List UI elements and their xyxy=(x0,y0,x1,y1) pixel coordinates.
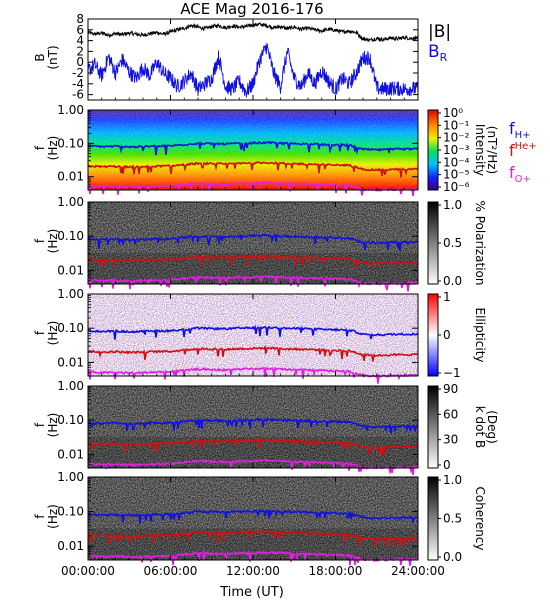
polarization-colorbar-label: % Polarization xyxy=(473,201,487,286)
b-field-legend-b: |B| xyxy=(428,22,451,42)
k-dot-b-colorbar-tick-label: 60 xyxy=(443,407,458,421)
k-dot-b-y-tick-label: 0.01 xyxy=(57,447,84,461)
intensity-colorbar-tick-label: 10⁻⁵ xyxy=(443,168,470,182)
ellipticity-colorbar xyxy=(427,293,439,377)
k-dot-b-fh-line xyxy=(87,417,419,434)
ellipticity-y-tick-label: 1.00 xyxy=(57,287,84,301)
polarization-fhe-line xyxy=(87,253,419,270)
ellipticity-colorbar-tick-label: 0 xyxy=(443,328,451,342)
coherency-ylabel: f xyxy=(33,514,47,519)
b-field-yunit: (nT) xyxy=(46,45,60,69)
x-tick-label: 06:00:00 xyxy=(144,564,198,578)
polarization-colorbar-tick-label: 0.0 xyxy=(443,274,462,288)
x-tick-label: 00:00:00 xyxy=(61,564,115,578)
k-dot-b-colorbar-label: k dot B xyxy=(473,406,487,448)
b-field-y-tick-label: 0 xyxy=(76,55,84,69)
b-field-y-tick-label: -2 xyxy=(72,66,84,80)
k-dot-b-colorbar-tick-label: 90 xyxy=(443,382,458,396)
b-field-y-tick-label: 8 xyxy=(76,12,84,26)
ellipticity-yunit: (Hz) xyxy=(46,321,60,346)
coherency-colorbar-tick-label: 0.0 xyxy=(443,550,462,564)
coherency-y-tick-label: 1.00 xyxy=(57,470,84,484)
polarization-y-tick-label: 0.10 xyxy=(57,229,84,243)
figure-title: ACE Mag 2016-176 xyxy=(180,0,323,18)
ellipticity-spectrogram xyxy=(88,294,418,376)
k-dot-b-y-tick-label: 0.10 xyxy=(57,413,84,427)
k-dot-b-y-tick-label: 1.00 xyxy=(57,379,84,393)
coherency-colorbar-label: Coherency xyxy=(473,486,487,550)
k-dot-b-colorbar xyxy=(427,385,439,469)
coherency-y-tick-label: 0.10 xyxy=(57,505,84,519)
intensity-y-tick-label: 1.00 xyxy=(57,103,84,117)
polarization-fh-line xyxy=(87,233,419,251)
coherency-colorbar-tick-label: 1.0 xyxy=(443,473,462,487)
ellipticity-fh-line xyxy=(87,324,419,340)
k-dot-b-fhe-line xyxy=(87,437,419,456)
k-dot-b-spectrogram xyxy=(88,386,418,468)
polarization-y-tick-label: 0.01 xyxy=(57,263,84,277)
intensity-y-tick-label: 0.01 xyxy=(57,170,84,184)
polarization-yunit: (Hz) xyxy=(46,229,60,254)
intensity-fh-line xyxy=(87,140,419,156)
x-axis-label: Time (UT) xyxy=(219,585,284,600)
intensity-yunit: (Hz) xyxy=(46,136,60,161)
ellipticity-colorbar-tick-label: 1 xyxy=(443,290,451,304)
coherency-spectrogram xyxy=(88,477,418,560)
intensity-colorbar-unit: (nT²/Hz) xyxy=(485,126,499,174)
intensity-legend-fhe: fHe+ xyxy=(509,141,537,160)
polarization-y-tick-label: 1.00 xyxy=(57,195,84,209)
ellipticity-y-tick-label: 0.10 xyxy=(57,321,84,335)
polarization-ylabel: f xyxy=(33,238,47,243)
b-field-ylabel: B xyxy=(33,53,47,61)
intensity-legend-fh: fH+ xyxy=(509,119,531,141)
ellipticity-y-tick-label: 0.01 xyxy=(57,355,84,369)
b-field-y-tick-label: 6 xyxy=(76,23,84,37)
b-field-b-r-line xyxy=(87,42,419,98)
coherency-yunit: (Hz) xyxy=(46,504,60,529)
b-field-legend-br: BR xyxy=(428,42,448,64)
intensity-colorbar-tick-label: 10⁻¹ xyxy=(443,118,470,132)
coherency-colorbar xyxy=(427,476,439,561)
x-tick-label: 12:00:00 xyxy=(226,564,280,578)
ellipticity-heat-texture-blue xyxy=(88,294,418,376)
k-dot-b-colorbar-tick-label: 30 xyxy=(443,433,458,447)
polarization-colorbar-tick-label: 1.0 xyxy=(443,198,462,212)
coherency-fh-line xyxy=(87,508,419,525)
polarization-colorbar xyxy=(427,201,439,285)
intensity-colorbar xyxy=(427,109,439,191)
k-dot-b-heat-shade xyxy=(88,436,418,468)
intensity-colorbar-tick-label: 10⁻³ xyxy=(443,143,470,157)
b-field-y-tick-label: 4 xyxy=(76,34,84,48)
k-dot-b-yunit: (Hz) xyxy=(46,413,60,438)
intensity-ylabel: f xyxy=(33,145,47,150)
b-field-y-tick-label: -6 xyxy=(72,88,84,102)
intensity-legend-fo: fO+ xyxy=(509,163,531,185)
coherency-y-tick-label: 0.01 xyxy=(57,539,84,553)
k-dot-b-colorbar-tick-label: 0 xyxy=(443,458,451,472)
intensity-colorbar-tick-label: 10⁰ xyxy=(443,106,463,120)
x-tick-label: 18:00:00 xyxy=(309,564,363,578)
intensity-colorbar-label: Intensity xyxy=(473,124,487,176)
intensity-fhe-line xyxy=(87,161,419,178)
polarization-colorbar-tick-label: 0.5 xyxy=(443,236,462,250)
intensity-colorbar-tick-label: 10⁻⁶ xyxy=(443,180,470,194)
intensity-colorbar-tick-label: 10⁻² xyxy=(443,131,470,145)
b-field-y-tick-label: 2 xyxy=(76,44,84,58)
coherency-colorbar-tick-label: 0.5 xyxy=(443,512,462,526)
intensity-colorbar-tick-label: 10⁻⁴ xyxy=(443,155,470,169)
intensity-y-tick-label: 0.10 xyxy=(57,136,84,150)
coherency-heat-texture xyxy=(88,477,418,560)
ellipticity-ylabel: f xyxy=(33,330,47,335)
b-field-b-line xyxy=(87,21,419,43)
ellipticity-colorbar-label: Ellipticity xyxy=(473,308,487,363)
x-tick-label: 24:00:00 xyxy=(391,564,445,578)
k-dot-b-colorbar-unit: (Deg) xyxy=(485,410,499,444)
coherency-fhe-line xyxy=(87,529,419,548)
ellipticity-fhe-line xyxy=(87,344,419,362)
b-field-y-tick-label: -4 xyxy=(72,77,84,91)
ellipticity-colorbar-tick-label: −1 xyxy=(443,366,461,380)
k-dot-b-ylabel: f xyxy=(33,422,47,427)
